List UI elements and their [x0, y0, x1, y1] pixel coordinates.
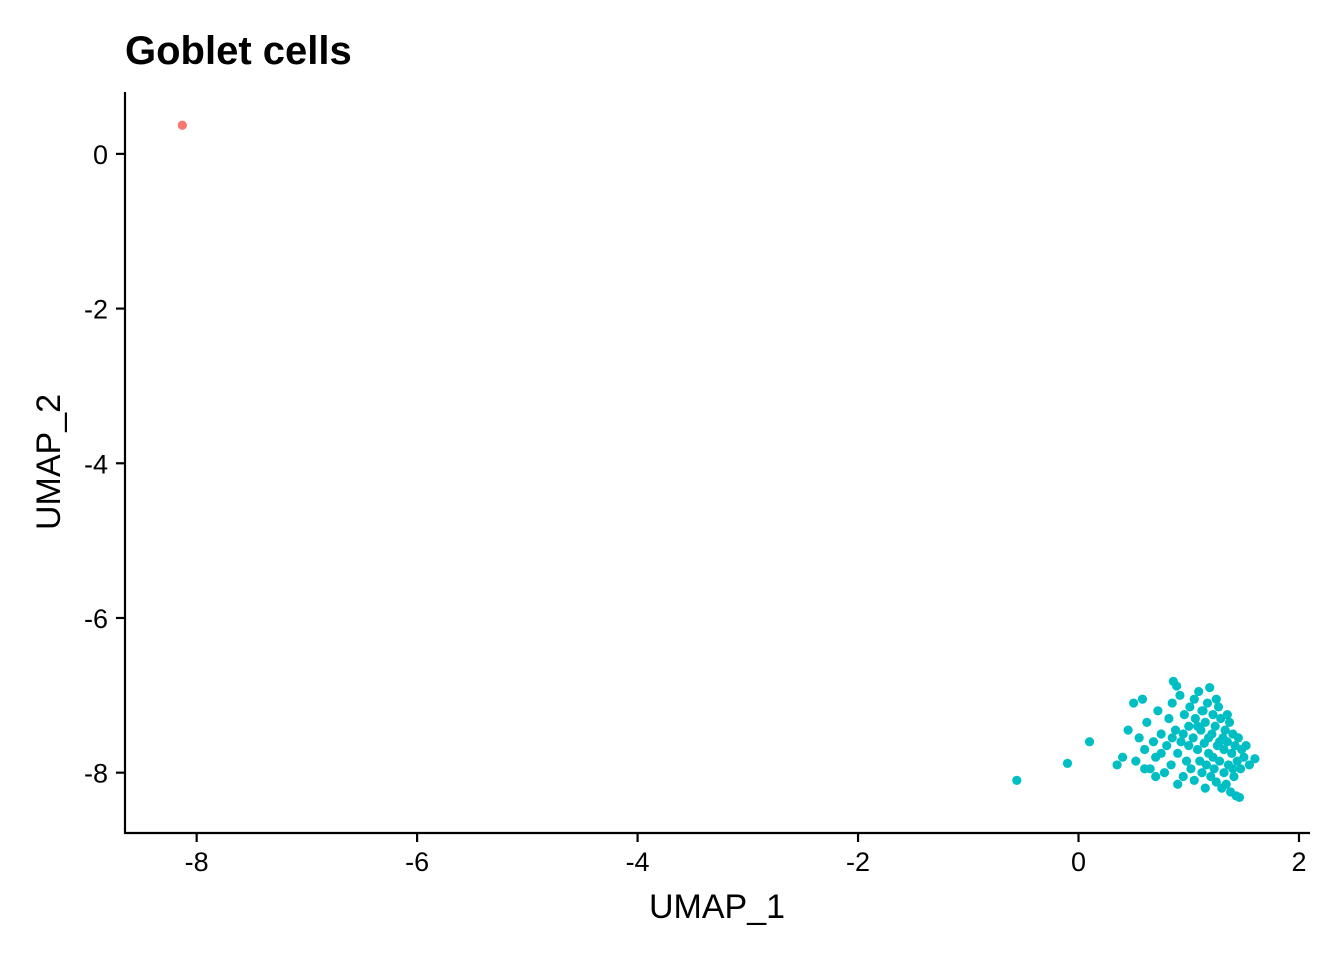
- scatter-point-series-1: [1189, 694, 1199, 704]
- x-tick-label: -8: [185, 847, 209, 877]
- scatter-point-series-1: [1241, 740, 1251, 751]
- scatter-point-series-1: [1201, 760, 1211, 770]
- scatter-point-series-1: [1208, 752, 1218, 762]
- scatter-point-series-1: [1197, 768, 1207, 778]
- x-tick-label: -2: [846, 847, 870, 877]
- y-tick-label: -8: [84, 759, 108, 789]
- scatter-point-series-1: [1224, 717, 1235, 727]
- scatter-point-series-1: [1229, 771, 1239, 782]
- scatter-point-series-1: [1192, 744, 1203, 755]
- scatter-point-series-1: [1151, 771, 1161, 782]
- scatter-point-series-1: [1220, 725, 1230, 735]
- scatter-point-series-1: [1148, 737, 1159, 747]
- y-tick-label: -2: [84, 295, 108, 325]
- scatter-point-series-1: [1178, 729, 1188, 739]
- scatter-point-series-1: [1189, 775, 1199, 786]
- scatter-point-series-1: [1123, 725, 1133, 735]
- scatter-point-series-1: [1173, 779, 1183, 789]
- scatter-point-series-1: [1213, 702, 1224, 712]
- chart-title: Goblet cells: [125, 29, 352, 73]
- scatter-point-series-1: [1244, 760, 1254, 770]
- x-tick-label: -4: [626, 847, 650, 877]
- scatter-point-series-1: [1084, 737, 1095, 747]
- scatter-point-series-1: [1186, 764, 1196, 774]
- scatter-point-series-1: [1129, 698, 1139, 708]
- scatter-point-series-1: [1167, 698, 1177, 708]
- y-tick-label: -4: [84, 449, 108, 479]
- scatter-point-series-1: [1209, 764, 1219, 774]
- scatter-point-series-1: [1153, 706, 1163, 716]
- scatter-point-series-1: [1184, 740, 1194, 751]
- y-axis-title: UMAP_2: [30, 394, 68, 530]
- scatter-point-series-1: [1200, 783, 1210, 793]
- scatter-point-series-1: [1134, 733, 1144, 743]
- points-layer: [177, 120, 1260, 803]
- scatter-point-series-1: [1156, 729, 1166, 739]
- scatter-point-series-1: [1205, 682, 1215, 693]
- scatter-point-series-1: [1219, 768, 1229, 778]
- scatter-point-series-1: [1222, 737, 1232, 747]
- y-tick-label: -6: [84, 604, 108, 634]
- scatter-point-series-1: [1166, 760, 1176, 770]
- scatter-point-series-1: [1221, 779, 1231, 789]
- scatter-point-series-1: [1211, 694, 1221, 704]
- scatter-point-series-1: [1250, 754, 1260, 764]
- scatter-point-series-1: [1194, 686, 1204, 697]
- scatter-point-series-1: [1227, 748, 1237, 758]
- scatter-point-series-1: [1219, 744, 1229, 755]
- scatter-point-series-1: [1137, 694, 1148, 704]
- scatter-point-series-1: [1215, 737, 1225, 747]
- x-axis-ticks: -8 -6 -4 -2 0 2: [185, 833, 1306, 877]
- scatter-point-series-1: [1210, 721, 1220, 731]
- scatter-point-series-1: [1162, 740, 1172, 751]
- scatter-point-series-1: [1185, 702, 1195, 712]
- scatter-point-series-1: [1164, 713, 1174, 724]
- x-tick-label: 0: [1071, 847, 1086, 877]
- scatter-point-series-1: [1140, 744, 1150, 755]
- scatter-point-series-1: [1222, 710, 1232, 720]
- scatter-point-series-1: [1190, 713, 1200, 724]
- y-tick-label: 0: [93, 140, 108, 170]
- scatter-point-series-1: [1170, 725, 1181, 735]
- scatter-point-series-1: [1202, 698, 1213, 708]
- x-tick-label: 2: [1291, 847, 1306, 877]
- scatter-point-series-1: [1181, 756, 1192, 766]
- scatter-point-series-1: [1172, 681, 1182, 691]
- scatter-point-series-1: [1200, 717, 1210, 727]
- x-tick-label: -6: [405, 847, 429, 877]
- scatter-point-series-1: [1167, 733, 1177, 743]
- x-axis-title: UMAP_1: [649, 888, 785, 926]
- scatter-point-series-1: [1012, 775, 1022, 786]
- scatter-point-series-1: [1159, 768, 1170, 778]
- scatter-point-series-1: [1184, 721, 1194, 731]
- scatter-point-series-1: [1234, 792, 1245, 803]
- scatter-point-series-1: [1188, 733, 1198, 743]
- scatter-point-series-1: [1142, 717, 1152, 727]
- scatter-point-series-1: [1239, 752, 1249, 762]
- scatter-point-series-1: [1192, 721, 1203, 731]
- scatter-point-series-1: [1228, 764, 1238, 774]
- scatter-point-series-0: [177, 120, 187, 130]
- scatter-point-series-1: [1208, 710, 1218, 720]
- scatter-point-series-1: [1178, 771, 1188, 782]
- scatter-point-series-1: [1235, 764, 1246, 774]
- scatter-point-series-1: [1118, 752, 1128, 762]
- y-axis-ticks: 0 -2 -4 -6 -8: [84, 140, 125, 789]
- scatter-point-series-1: [1131, 756, 1141, 766]
- scatter-point-series-1: [1233, 733, 1243, 743]
- scatter-point-series-1: [1176, 737, 1186, 747]
- scatter-point-series-1: [1140, 764, 1150, 774]
- scatter-point-series-1: [1197, 706, 1207, 716]
- scatter-point-series-1: [1112, 760, 1122, 770]
- scatter-point-series-1: [1203, 733, 1214, 743]
- scatter-point-series-1: [1173, 748, 1183, 758]
- scatter-point-series-1: [1156, 748, 1166, 758]
- scatter-point-series-1: [1211, 777, 1221, 787]
- scatter-point-series-1: [1175, 690, 1185, 700]
- scatter-point-series-1: [1062, 758, 1073, 768]
- scatter-point-series-1: [1179, 710, 1189, 720]
